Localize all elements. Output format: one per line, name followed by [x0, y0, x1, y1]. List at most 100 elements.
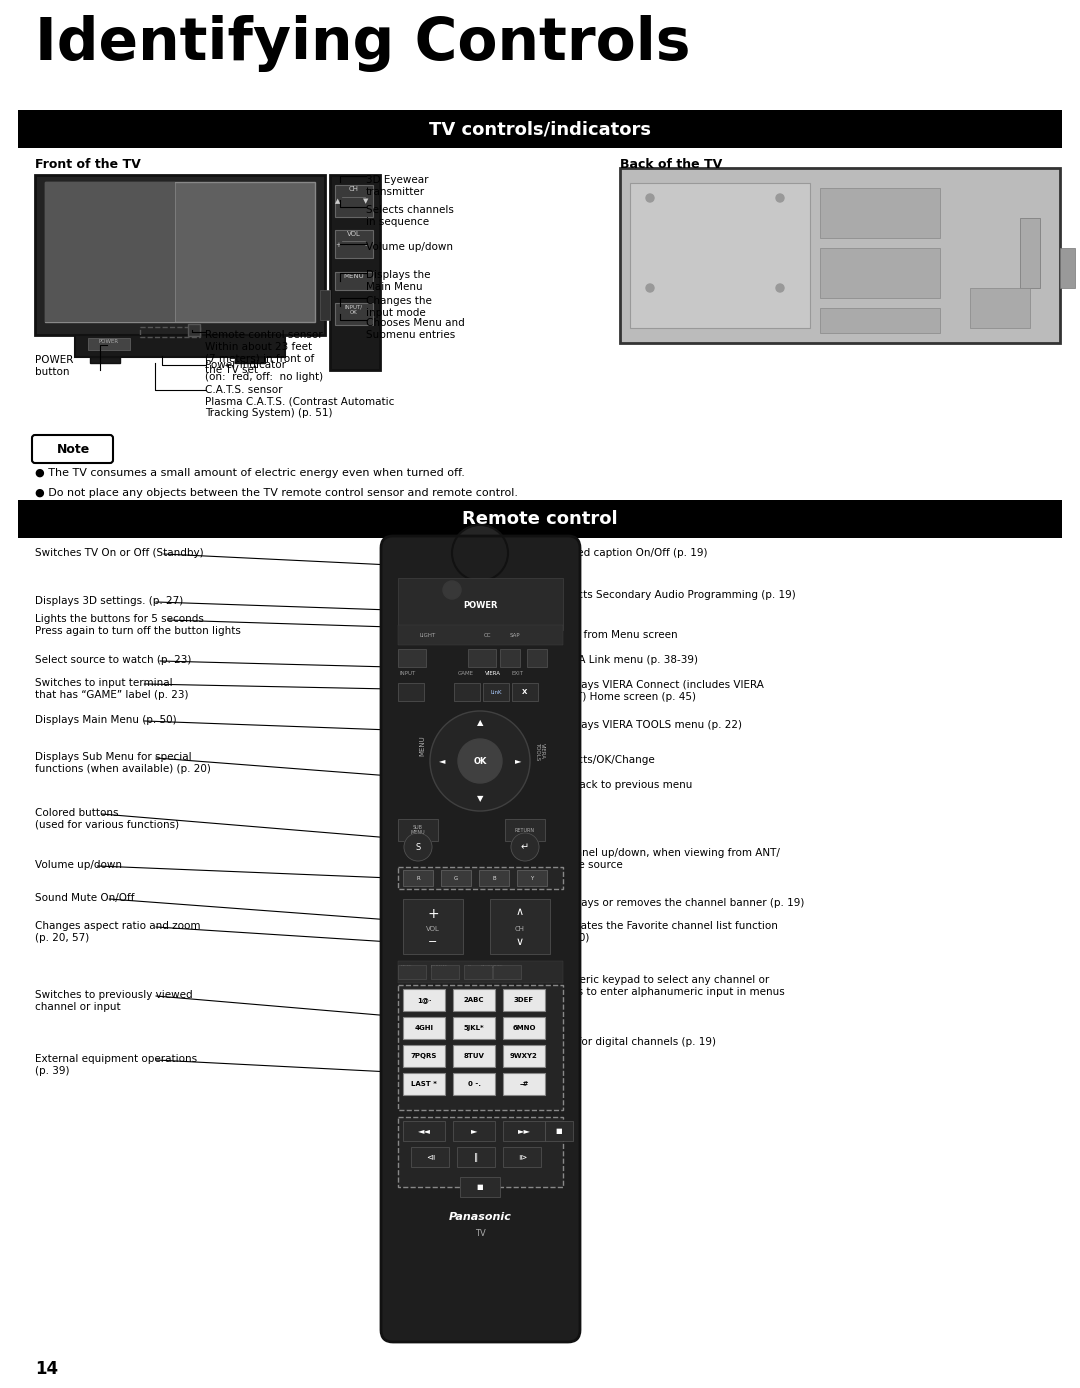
FancyBboxPatch shape — [500, 650, 519, 668]
Text: Displays VIERA Connect (includes VIERA
CAST) Home screen (p. 45): Displays VIERA Connect (includes VIERA C… — [555, 680, 764, 701]
FancyBboxPatch shape — [1059, 248, 1075, 287]
FancyBboxPatch shape — [454, 683, 480, 701]
Text: ■: ■ — [476, 1184, 484, 1190]
Text: ◄: ◄ — [438, 756, 445, 766]
FancyBboxPatch shape — [453, 1017, 495, 1040]
FancyBboxPatch shape — [403, 990, 445, 1010]
Text: VIERA
TOOLS: VIERA TOOLS — [535, 741, 545, 761]
Text: Displays VIERA TOOLS menu (p. 22): Displays VIERA TOOLS menu (p. 22) — [555, 720, 742, 730]
Text: TV controls/indicators: TV controls/indicators — [429, 119, 651, 137]
FancyBboxPatch shape — [403, 1073, 445, 1095]
Text: 2ABC: 2ABC — [463, 997, 484, 1004]
Text: FAVOURITE: FAVOURITE — [481, 965, 503, 969]
FancyBboxPatch shape — [35, 175, 325, 335]
Text: VOL: VOL — [347, 230, 361, 237]
Text: Channel up/down, when viewing from ANT/
Cable source: Channel up/down, when viewing from ANT/ … — [555, 848, 780, 870]
Text: SAP: SAP — [510, 633, 521, 637]
FancyBboxPatch shape — [335, 303, 373, 325]
Circle shape — [443, 582, 461, 600]
FancyBboxPatch shape — [464, 965, 492, 979]
Text: Select source to watch (p. 23): Select source to watch (p. 23) — [35, 655, 191, 665]
Text: GAME: GAME — [458, 670, 474, 676]
FancyBboxPatch shape — [490, 899, 550, 954]
Text: RETURN: RETURN — [515, 827, 535, 833]
Text: ▲: ▲ — [335, 198, 340, 204]
Circle shape — [458, 738, 502, 783]
Text: Front of the TV: Front of the TV — [35, 158, 140, 171]
FancyBboxPatch shape — [820, 308, 940, 333]
Circle shape — [777, 285, 784, 291]
Text: ►: ► — [471, 1127, 477, 1135]
Text: CH: CH — [349, 186, 359, 192]
FancyBboxPatch shape — [399, 965, 426, 979]
Text: 14: 14 — [35, 1360, 58, 1378]
FancyBboxPatch shape — [457, 1146, 495, 1167]
Text: X: X — [523, 688, 528, 695]
Text: ⧏: ⧏ — [426, 1152, 434, 1162]
Text: Switches TV On or Off (Standby): Switches TV On or Off (Standby) — [35, 548, 204, 558]
FancyBboxPatch shape — [441, 870, 471, 886]
FancyBboxPatch shape — [527, 650, 546, 668]
Text: Switches to input terminal
that has “GAME” label (p. 23): Switches to input terminal that has “GAM… — [35, 677, 189, 700]
FancyBboxPatch shape — [188, 323, 200, 336]
FancyBboxPatch shape — [431, 965, 459, 979]
Text: Colored buttons
(used for various functions): Colored buttons (used for various functi… — [35, 808, 179, 830]
FancyBboxPatch shape — [820, 248, 940, 298]
FancyBboxPatch shape — [18, 110, 1062, 149]
Text: IN: IN — [468, 965, 472, 969]
Text: ⧐: ⧐ — [517, 1152, 526, 1162]
Text: VOL: VOL — [427, 926, 440, 931]
Circle shape — [404, 833, 432, 861]
Text: Switches to previously viewed
channel or input: Switches to previously viewed channel or… — [35, 990, 192, 1012]
Text: 3D Eyewear
transmitter: 3D Eyewear transmitter — [366, 175, 429, 197]
Text: Chooses Menu and
Submenu entries: Chooses Menu and Submenu entries — [366, 318, 464, 340]
FancyBboxPatch shape — [87, 339, 130, 350]
Circle shape — [777, 194, 784, 203]
Circle shape — [430, 711, 530, 811]
Text: ∨: ∨ — [516, 937, 524, 947]
Text: ↵: ↵ — [521, 843, 529, 852]
Circle shape — [646, 194, 654, 203]
Text: Remote control sensor
Within about 23 feet
(7 meters) in front of
the TV set: Remote control sensor Within about 23 fe… — [205, 330, 323, 375]
Text: Changes the
input mode: Changes the input mode — [366, 296, 432, 318]
Text: External equipment operations
(p. 39): External equipment operations (p. 39) — [35, 1053, 198, 1076]
FancyBboxPatch shape — [505, 819, 545, 841]
Text: LAST *: LAST * — [411, 1081, 437, 1087]
Text: Back of the TV: Back of the TV — [620, 158, 723, 171]
FancyBboxPatch shape — [90, 357, 120, 364]
Text: FORMAT: FORMAT — [431, 965, 448, 969]
Text: Lights the buttons for 5 seconds
Press again to turn off the button lights: Lights the buttons for 5 seconds Press a… — [35, 613, 241, 636]
Text: 3DEF: 3DEF — [514, 997, 535, 1004]
FancyBboxPatch shape — [503, 1017, 545, 1040]
Text: POWER: POWER — [462, 601, 497, 609]
Text: Sound Mute On/Off: Sound Mute On/Off — [35, 892, 135, 904]
Text: EXIT: EXIT — [512, 670, 524, 676]
FancyBboxPatch shape — [399, 960, 563, 983]
Text: ►►: ►► — [517, 1127, 530, 1135]
FancyBboxPatch shape — [381, 536, 580, 1342]
Text: S: S — [416, 843, 420, 851]
Text: ▲: ▲ — [476, 719, 483, 727]
Text: MUTE: MUTE — [401, 965, 413, 969]
FancyBboxPatch shape — [468, 650, 496, 668]
FancyBboxPatch shape — [1020, 218, 1040, 287]
FancyBboxPatch shape — [480, 870, 509, 886]
Circle shape — [511, 833, 539, 861]
FancyBboxPatch shape — [320, 290, 330, 321]
Text: Y: Y — [530, 876, 534, 880]
Text: 5JKL*: 5JKL* — [463, 1024, 484, 1031]
Text: ● Do not place any objects between the TV remote control sensor and remote contr: ● Do not place any objects between the T… — [35, 489, 518, 498]
FancyBboxPatch shape — [335, 230, 373, 258]
FancyBboxPatch shape — [503, 990, 545, 1010]
FancyBboxPatch shape — [335, 185, 373, 217]
Circle shape — [453, 525, 508, 582]
Text: CC: CC — [484, 633, 491, 637]
Text: ▼: ▼ — [476, 794, 483, 804]
Text: C.A.T.S. sensor
Plasma C.A.T.S. (Contrast Automatic
Tracking System) (p. 51): C.A.T.S. sensor Plasma C.A.T.S. (Contras… — [205, 384, 394, 418]
Text: MENU: MENU — [419, 736, 426, 756]
Text: Changes aspect ratio and zoom
(p. 20, 57): Changes aspect ratio and zoom (p. 20, 57… — [35, 922, 201, 942]
Text: ◄◄: ◄◄ — [418, 1127, 431, 1135]
Text: ►: ► — [515, 756, 522, 766]
Text: Identifying Controls: Identifying Controls — [35, 15, 690, 72]
FancyBboxPatch shape — [483, 683, 509, 701]
